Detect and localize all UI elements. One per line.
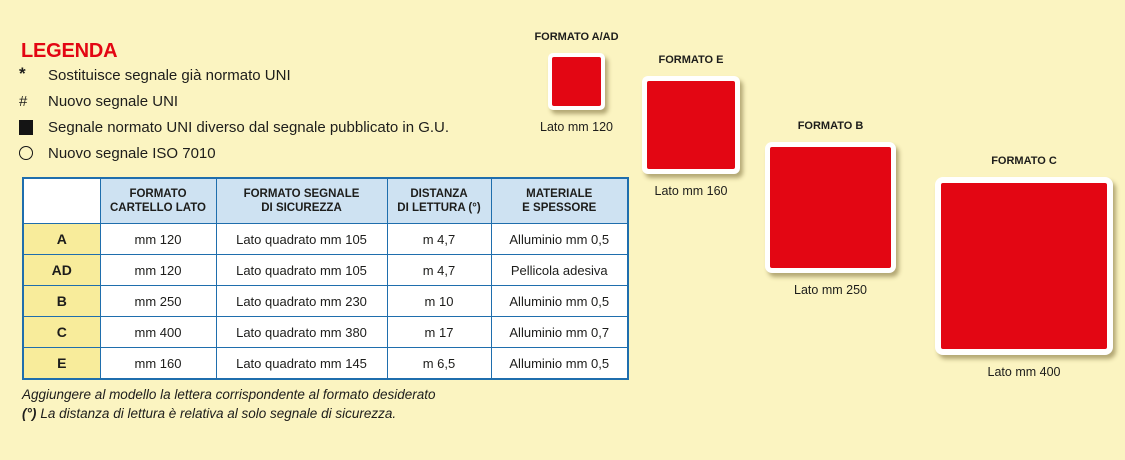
cell-cartello: mm 400 (99, 316, 217, 348)
format-sample-title: FORMATO E (658, 54, 724, 66)
red-square (647, 81, 735, 169)
cell-segnale: Lato quadrato mm 380 (215, 316, 388, 348)
table-row: B mm 250 Lato quadrato mm 230 m 10 Allum… (22, 285, 629, 317)
format-sample-a-ad: FORMATO A/AD Lato mm 120 (534, 31, 618, 134)
row-letter: C (22, 316, 101, 348)
format-sample-title: FORMATO C (991, 155, 1057, 167)
row-letter: A (22, 223, 101, 255)
table-row: A mm 120 Lato quadrato mm 105 m 4,7 Allu… (22, 223, 629, 255)
cell-segnale: Lato quadrato mm 105 (215, 223, 388, 255)
red-square (770, 147, 891, 268)
table-row: C mm 400 Lato quadrato mm 380 m 17 Allum… (22, 316, 629, 348)
footnote-degree-mark: (°) (22, 406, 37, 421)
footnote-line2-text: La distanza di lettura è relativa al sol… (40, 406, 397, 421)
red-square (552, 57, 601, 106)
legend-item: * Sostituisce segnale già normato UNI (19, 62, 489, 88)
cell-segnale: Lato quadrato mm 230 (215, 285, 388, 317)
hash-icon: # (19, 92, 28, 110)
legend-item: # Nuovo segnale UNI (19, 88, 489, 114)
format-sample-label: Lato mm 120 (540, 120, 613, 134)
table-header-row: FORMATO CARTELLO LATO FORMATO SEGNALE DI… (22, 177, 629, 224)
cell-cartello: mm 160 (99, 347, 217, 380)
circle-outline-icon (19, 146, 33, 160)
cell-distanza: m 10 (386, 285, 492, 317)
cell-distanza: m 6,5 (386, 347, 492, 380)
black-square-icon (19, 119, 33, 135)
footnote-line1: Aggiungere al modello la lettera corrisp… (22, 387, 436, 402)
header-corner-cell (22, 177, 101, 224)
footnotes: Aggiungere al modello la lettera corrisp… (22, 385, 436, 423)
format-sample-b: FORMATO B Lato mm 250 (765, 120, 896, 297)
cell-materiale: Alluminio mm 0,5 (490, 223, 629, 255)
header-formato-cartello: FORMATO CARTELLO LATO (99, 177, 217, 224)
cell-distanza: m 4,7 (386, 254, 492, 286)
dotted-asterisk-icon: * (19, 63, 26, 83)
format-sample-label: Lato mm 250 (794, 283, 867, 297)
header-formato-segnale: FORMATO SEGNALE DI SICUREZZA (215, 177, 388, 224)
format-sample-title: FORMATO B (797, 120, 864, 132)
cell-distanza: m 4,7 (386, 223, 492, 255)
format-sample-label: Lato mm 400 (987, 365, 1061, 379)
row-letter: B (22, 285, 101, 317)
table-row: E mm 160 Lato quadrato mm 145 m 6,5 Allu… (22, 347, 629, 380)
legend-item-text: Segnale normato UNI diverso dal segnale … (48, 118, 450, 136)
legend-item: Nuovo segnale ISO 7010 (19, 140, 489, 166)
row-letter: AD (22, 254, 101, 286)
cell-distanza: m 17 (386, 316, 492, 348)
legend-item-text: Nuovo segnale ISO 7010 (48, 144, 216, 162)
table-row: AD mm 120 Lato quadrato mm 105 m 4,7 Pel… (22, 254, 629, 286)
cell-segnale: Lato quadrato mm 145 (215, 347, 388, 380)
legend-list: * Sostituisce segnale già normato UNI # … (19, 62, 489, 166)
format-sample-e: FORMATO E Lato mm 160 (642, 54, 740, 198)
red-square (941, 183, 1107, 349)
footnote-line2: (°) La distanza di lettura è relativa al … (22, 404, 436, 423)
cell-materiale: Alluminio mm 0,5 (490, 285, 629, 317)
cell-materiale: Alluminio mm 0,5 (490, 347, 629, 380)
row-letter: E (22, 347, 101, 380)
cell-cartello: mm 120 (99, 223, 217, 255)
format-sample-c: FORMATO C Lato mm 400 (935, 155, 1113, 379)
legend-item-text: Sostituisce segnale già normato UNI (48, 66, 291, 84)
cell-cartello: mm 120 (99, 254, 217, 286)
format-spec-table: FORMATO CARTELLO LATO FORMATO SEGNALE DI… (22, 177, 629, 380)
legend-title: LEGENDA (21, 40, 118, 62)
cell-cartello: mm 250 (99, 285, 217, 317)
header-materiale: MATERIALE E SPESSORE (490, 177, 629, 224)
format-sample-label: Lato mm 160 (654, 184, 728, 198)
cell-materiale: Pellicola adesiva (490, 254, 629, 286)
cell-materiale: Alluminio mm 0,7 (490, 316, 629, 348)
cell-segnale: Lato quadrato mm 105 (215, 254, 388, 286)
header-distanza: DISTANZA DI LETTURA (°) (386, 177, 492, 224)
format-sample-title: FORMATO A/AD (534, 31, 619, 43)
legend-item: Segnale normato UNI diverso dal segnale … (19, 114, 489, 140)
legend-item-text: Nuovo segnale UNI (48, 92, 179, 110)
